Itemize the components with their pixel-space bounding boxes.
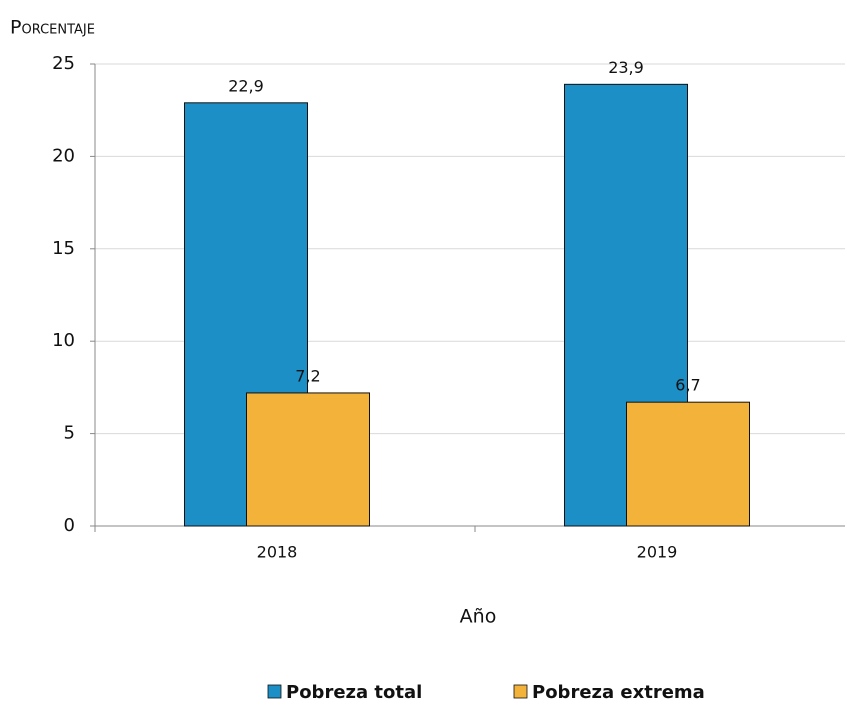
y-tick-label: 0 <box>64 515 75 536</box>
y-tick-label: 10 <box>52 330 75 351</box>
value-label: 6,7 <box>675 376 700 395</box>
bar <box>626 401 750 527</box>
y-tick-label: 25 <box>52 53 75 74</box>
y-tick-label: 15 <box>52 238 75 259</box>
legend-label: Pobreza total <box>286 682 422 703</box>
x-tick-label: 2019 <box>637 543 678 562</box>
value-label: 22,9 <box>228 76 264 95</box>
legend-swatch <box>513 684 528 699</box>
x-axis-label: Año <box>460 606 497 628</box>
legend-label: Pobreza extrema <box>532 682 705 703</box>
legend-swatch <box>267 684 282 699</box>
value-label: 23,9 <box>608 58 644 77</box>
value-label: 7,2 <box>295 366 320 385</box>
y-tick-label: 20 <box>52 145 75 166</box>
y-tick-label: 5 <box>64 423 75 444</box>
bar <box>246 392 370 527</box>
y-axis-label: Porcentaje <box>10 17 95 39</box>
x-tick-label: 2018 <box>257 543 298 562</box>
